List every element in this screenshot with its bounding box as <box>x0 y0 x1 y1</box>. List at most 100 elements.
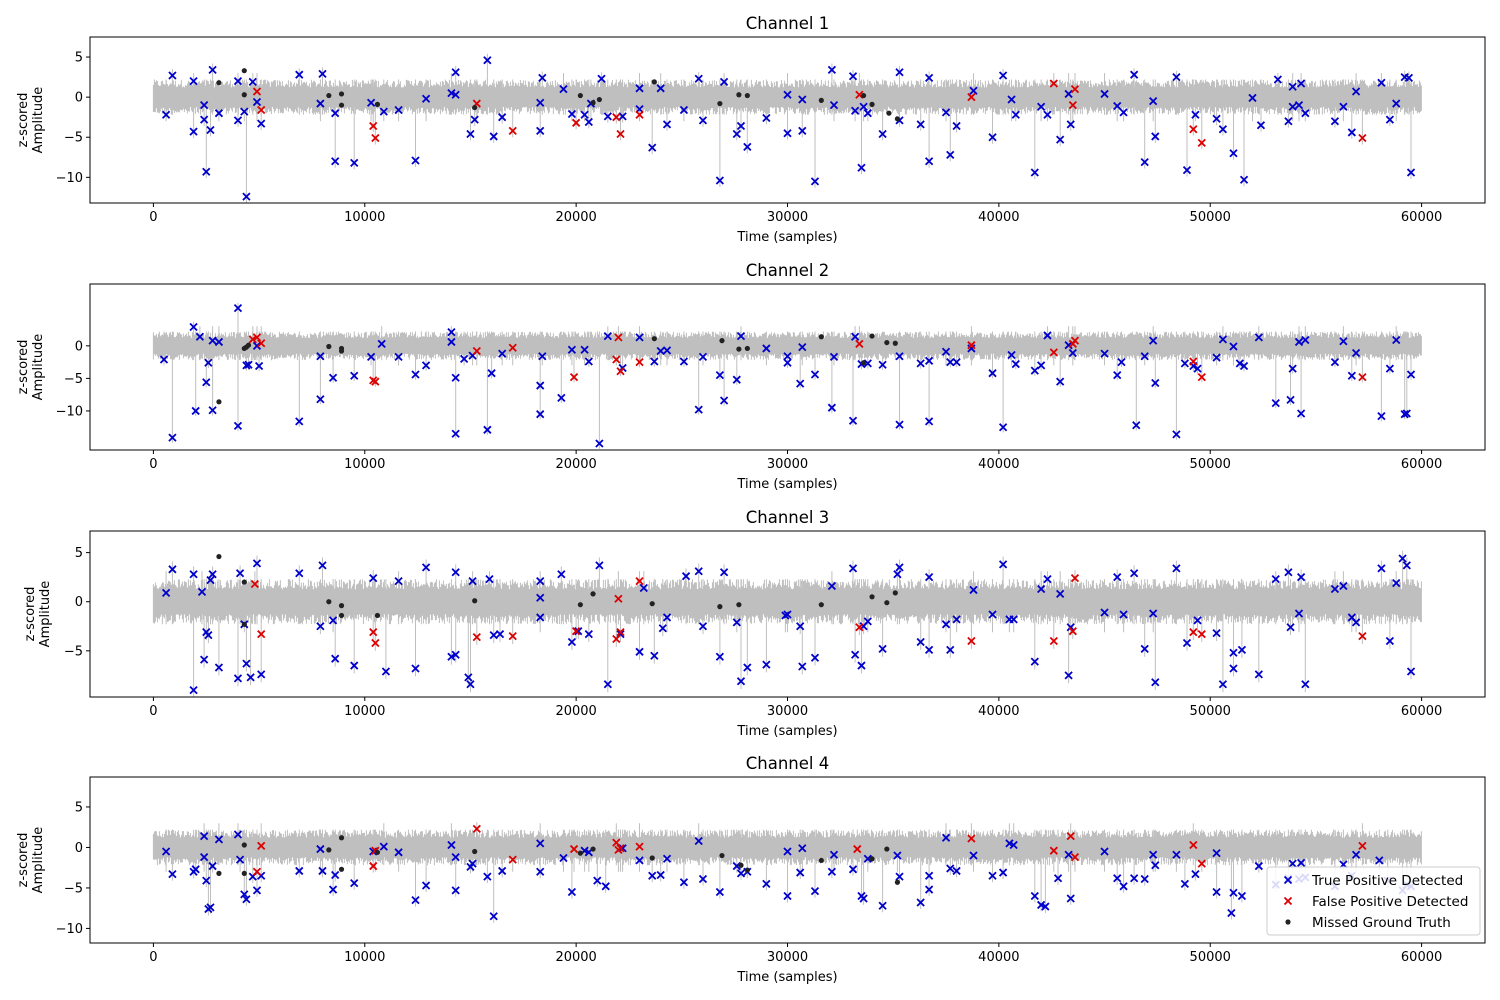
true-positive-marker <box>783 352 792 361</box>
true-positive-marker <box>1347 371 1356 380</box>
true-positive-marker <box>536 613 545 622</box>
true-positive-marker <box>635 333 644 342</box>
true-positive-marker <box>1191 870 1200 879</box>
true-positive-marker <box>208 861 217 871</box>
x-tick-label: 20000 <box>555 950 596 965</box>
true-positive-marker <box>1053 874 1063 883</box>
true-positive-marker <box>1100 349 1109 358</box>
true-positive-marker <box>635 84 644 93</box>
true-positive-marker <box>952 866 961 876</box>
true-positive-marker <box>331 157 340 166</box>
true-positive-marker <box>483 425 492 434</box>
false-positive-marker <box>1070 853 1080 862</box>
true-positive-marker <box>848 865 858 874</box>
true-positive-marker <box>240 890 249 899</box>
true-positive-marker <box>447 840 456 850</box>
y-tick-label: 0 <box>75 339 83 354</box>
true-positive-marker <box>1271 574 1280 584</box>
y-tick-label: 5 <box>75 51 83 66</box>
true-positive-marker <box>1011 359 1020 369</box>
true-positive-marker <box>878 129 887 139</box>
x-tick-label: 10000 <box>344 457 385 472</box>
true-positive-marker <box>762 113 771 123</box>
true-positive-marker <box>1402 409 1411 418</box>
true-positive-marker <box>597 74 606 83</box>
panel-channel-3: 0 10000 20000 30000 40000 50000 60000 5 0 −5 Chann… <box>23 508 1486 739</box>
true-positive-marker <box>350 661 359 670</box>
true-positive-marker <box>1140 874 1149 884</box>
true-positive-marker <box>1301 680 1310 689</box>
true-positive-marker <box>648 143 657 152</box>
true-positive-marker <box>681 572 691 581</box>
true-positive-marker <box>1037 584 1046 594</box>
true-positive-marker <box>694 836 703 846</box>
true-positive-marker <box>810 653 820 662</box>
false-positive-marker <box>472 824 481 833</box>
false-positive-marker <box>508 343 517 352</box>
true-positive-marker <box>736 331 746 341</box>
true-positive-marker <box>895 563 904 572</box>
legend: True Positive Detected False Positive Det… <box>1266 866 1481 936</box>
true-positive-marker <box>1288 859 1297 868</box>
x-axis-label: Time (samples) <box>736 477 837 492</box>
true-positive-marker <box>1339 337 1348 346</box>
true-positive-marker <box>1294 609 1304 618</box>
legend-box <box>1266 866 1481 936</box>
true-positive-marker <box>1056 589 1065 599</box>
true-positive-marker <box>483 56 492 65</box>
true-positive-marker <box>1296 79 1306 88</box>
x-tick-label: 40000 <box>978 950 1019 965</box>
true-positive-marker <box>924 73 934 83</box>
true-positive-marker <box>1235 359 1244 368</box>
y-axis-label: z-scored <box>16 340 31 395</box>
true-positive-marker <box>206 903 215 912</box>
false-positive-marker <box>1197 629 1206 639</box>
true-positive-marker <box>1119 108 1128 117</box>
true-positive-marker <box>1385 364 1395 373</box>
false-positive-marker <box>508 126 517 135</box>
true-positive-marker <box>489 132 498 141</box>
true-positive-marker <box>1330 357 1340 367</box>
true-positive-marker <box>366 98 376 107</box>
true-positive-marker <box>1043 331 1052 340</box>
missed-ground-truth-marker <box>216 553 222 560</box>
false-positive-marker <box>1358 631 1367 641</box>
true-positive-marker <box>1119 610 1128 619</box>
missed-ground-truth-marker <box>869 856 875 862</box>
true-positive-marker <box>1271 398 1280 408</box>
true-positive-marker <box>1296 573 1306 582</box>
true-positive-marker <box>1113 101 1122 111</box>
true-positive-marker <box>536 839 545 848</box>
x-tick-label: 30000 <box>767 457 808 472</box>
true-positive-marker <box>369 574 378 583</box>
true-positive-marker <box>252 559 262 568</box>
true-positive-marker <box>447 328 456 337</box>
true-positive-marker <box>246 673 255 682</box>
true-positive-marker <box>1218 680 1228 689</box>
true-positive-marker <box>331 654 340 663</box>
true-positive-marker <box>1193 364 1202 373</box>
true-positive-marker <box>451 853 460 862</box>
true-positive-marker <box>394 848 403 857</box>
signal-trace <box>152 302 1422 449</box>
true-positive-marker <box>732 129 741 139</box>
true-positive-marker <box>715 371 725 380</box>
true-positive-marker <box>316 395 325 404</box>
true-positive-marker <box>1191 110 1200 119</box>
true-positive-marker <box>466 680 475 689</box>
true-positive-marker <box>924 573 934 582</box>
true-positive-marker <box>199 115 209 124</box>
true-positive-marker <box>208 336 217 345</box>
true-positive-marker <box>464 673 473 682</box>
true-positive-marker <box>783 610 792 619</box>
true-positive-marker <box>1113 874 1122 883</box>
true-positive-marker <box>967 344 976 353</box>
true-positive-marker <box>639 583 648 593</box>
false-positive-marker <box>371 638 380 648</box>
true-positive-marker <box>1140 157 1149 167</box>
false-positive-marker <box>571 627 581 636</box>
false-positive-marker <box>257 105 266 115</box>
true-positive-marker <box>941 833 951 842</box>
true-positive-marker <box>1294 337 1304 347</box>
true-positive-marker <box>350 158 359 168</box>
